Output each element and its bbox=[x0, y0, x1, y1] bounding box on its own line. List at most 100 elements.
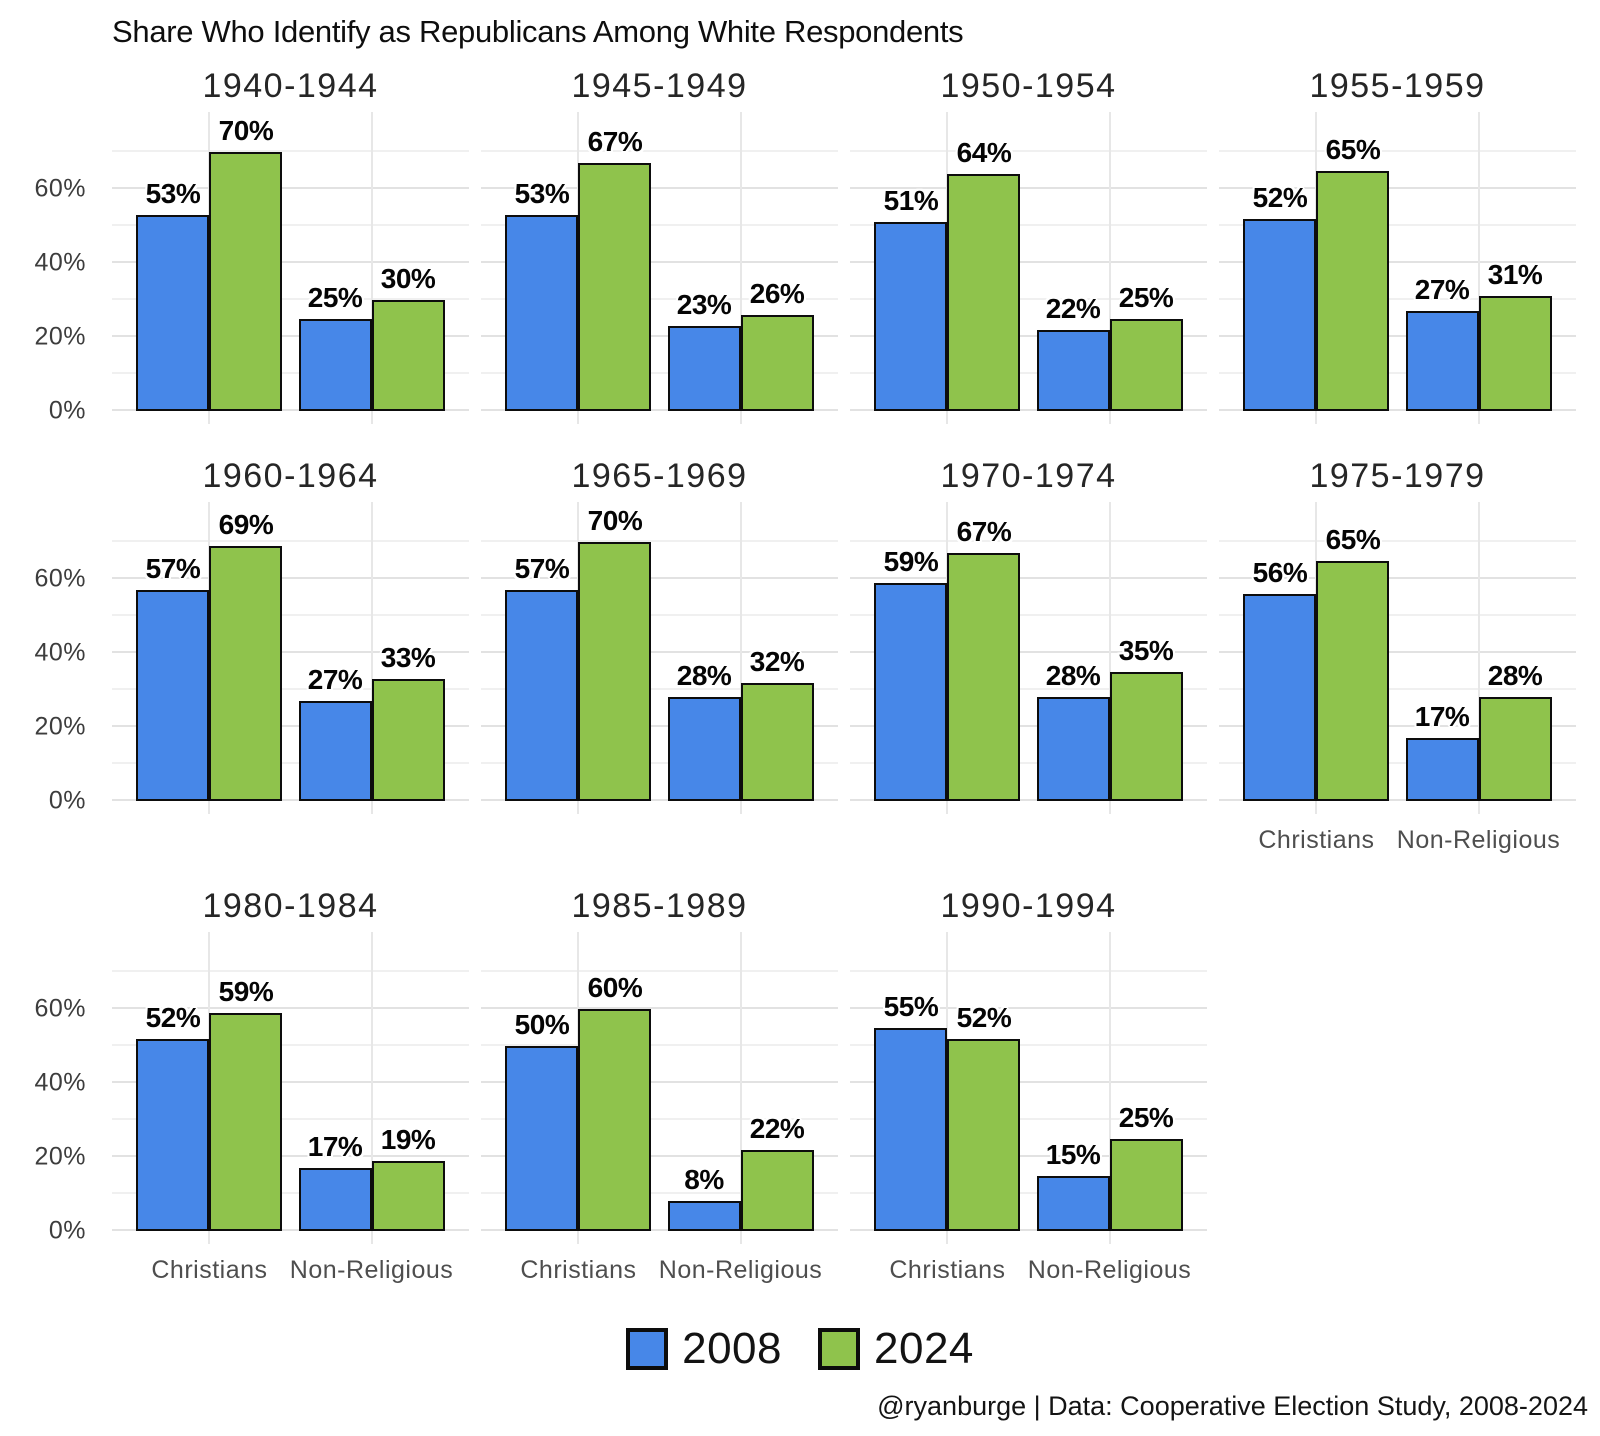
facet-panel: 53% 67% 23% 26% bbox=[481, 112, 838, 424]
bar-non-religious-2024 bbox=[1109, 671, 1183, 801]
gridline-h bbox=[850, 150, 1207, 152]
gridline-h bbox=[850, 1007, 1207, 1009]
bar-christians-2008 bbox=[505, 590, 579, 801]
bar-value-label: 64% bbox=[956, 137, 1012, 169]
bar-value-label: 51% bbox=[883, 185, 939, 217]
bar-non-religious-2024 bbox=[1109, 1138, 1183, 1231]
bar-value-label: 59% bbox=[218, 975, 274, 1007]
gridline-v bbox=[1477, 112, 1480, 424]
bar-value-label: 52% bbox=[145, 1001, 201, 1033]
gridline-h bbox=[850, 651, 1207, 653]
gridline-h bbox=[850, 614, 1207, 616]
gridline-h bbox=[112, 1118, 469, 1120]
bar-value-label: 57% bbox=[145, 553, 201, 585]
facet-panel: 59% 67% 28% 35% bbox=[850, 502, 1207, 814]
gridline-h bbox=[1219, 335, 1576, 337]
gridline-h bbox=[1219, 372, 1576, 374]
bar-non-religious-2024 bbox=[1109, 318, 1183, 411]
facet-panel: 52% 59% 17% 19% bbox=[112, 932, 469, 1244]
gridline-h bbox=[481, 1081, 838, 1083]
gridline-h bbox=[481, 1229, 838, 1231]
y-axis-spacer bbox=[0, 888, 100, 932]
gridline-h bbox=[481, 651, 838, 653]
y-tick-label: 20% bbox=[34, 322, 86, 351]
bar-value-label: 27% bbox=[307, 664, 363, 696]
bar-non-religious-2008 bbox=[1405, 738, 1479, 801]
facet-1980-1984: 1980-1984 52% 59% 17% 19% Christians Non-Relig… bbox=[112, 887, 469, 1284]
gridline-h bbox=[481, 799, 838, 801]
bar-value-label: 28% bbox=[1487, 660, 1543, 692]
bar-value-label: 23% bbox=[676, 288, 732, 320]
y-tick-label: 0% bbox=[48, 786, 86, 815]
x-label-christians: Christians bbox=[151, 1256, 268, 1284]
bar-value-label: 28% bbox=[676, 660, 732, 692]
x-label-christians: Christians bbox=[1258, 826, 1375, 854]
legend-item-2008: 2008 bbox=[626, 1324, 782, 1374]
bar-non-religious-2024 bbox=[371, 678, 445, 801]
legend-swatch-2008 bbox=[626, 1328, 669, 1370]
bar-value-label: 56% bbox=[1252, 556, 1308, 588]
gridline-h bbox=[481, 725, 838, 727]
gridline-h bbox=[1219, 150, 1576, 152]
legend: 2008 2024 bbox=[0, 1324, 1600, 1374]
facet-panel: 51% 64% 22% 25% bbox=[850, 112, 1207, 424]
gridline-h bbox=[481, 540, 838, 542]
facet-1955-1959: 1955-1959 52% 65% 27% 31% bbox=[1219, 67, 1576, 424]
bar-non-religious-2024 bbox=[740, 1149, 814, 1231]
x-axis-labels: Christians Non-Religious bbox=[481, 1244, 838, 1284]
x-label-christians: Christians bbox=[889, 1256, 1006, 1284]
gridline-h bbox=[481, 298, 838, 300]
bar-christians-2008 bbox=[874, 582, 948, 801]
gridline-h bbox=[1219, 799, 1576, 801]
bar-value-label: 53% bbox=[145, 177, 201, 209]
bar-value-label: 53% bbox=[514, 177, 570, 209]
bar-christians-2008 bbox=[136, 590, 210, 801]
facet-1975-1979: 1975-1979 56% 65% 17% 28% Christians Non-Relig… bbox=[1219, 457, 1576, 854]
bar-non-religious-2008 bbox=[1036, 329, 1110, 411]
gridline-h bbox=[850, 762, 1207, 764]
x-label-non-religious: Non-Religious bbox=[289, 1256, 454, 1284]
gridline-h bbox=[1219, 688, 1576, 690]
facet-title: 1950-1954 bbox=[940, 67, 1117, 105]
bar-value-label: 67% bbox=[587, 126, 643, 158]
facet-grid: 0% 20% 40% 60% 1940-1944 53% 70% 25% 30% 1945-194… bbox=[0, 67, 1600, 1284]
facet-panel: 56% 65% 17% 28% bbox=[1219, 502, 1576, 814]
gridline-h bbox=[481, 1155, 838, 1157]
bar-christians-2024 bbox=[578, 542, 652, 801]
facet-1965-1969: 1965-1969 57% 70% 28% 32% bbox=[481, 457, 838, 814]
gridline-h bbox=[850, 409, 1207, 411]
gridline-h bbox=[112, 261, 469, 263]
y-axis: 0% 20% 40% 60% bbox=[0, 932, 100, 1244]
gridline-h bbox=[481, 577, 838, 579]
gridline-h bbox=[850, 1081, 1207, 1083]
bar-non-religious-2024 bbox=[740, 314, 814, 411]
y-tick-label: 60% bbox=[34, 564, 86, 593]
bar-non-religious-2008 bbox=[298, 318, 372, 411]
bar-non-religious-2024 bbox=[740, 682, 814, 801]
bar-value-label: 22% bbox=[749, 1112, 805, 1144]
bar-value-label: 30% bbox=[380, 263, 436, 294]
gridline-h bbox=[112, 335, 469, 337]
gridline-h bbox=[850, 224, 1207, 226]
gridline-h bbox=[850, 688, 1207, 690]
facet-row: 0% 20% 40% 60% 1940-1944 53% 70% 25% 30% 1945-194… bbox=[0, 67, 1600, 424]
y-axis-gutter: 0% 20% 40% 60% bbox=[0, 888, 100, 1244]
bar-value-label: 27% bbox=[1414, 274, 1470, 306]
x-axis-labels: Christians Non-Religious bbox=[850, 1244, 1207, 1284]
gridline-h bbox=[112, 1192, 469, 1194]
facet-1970-1974: 1970-1974 59% 67% 28% 35% bbox=[850, 457, 1207, 814]
bar-value-label: 65% bbox=[1325, 523, 1381, 555]
facet-panel: 50% 60% 8% 22% bbox=[481, 932, 838, 1244]
y-axis: 0% 20% 40% 60% bbox=[0, 502, 100, 814]
gridline-v bbox=[739, 502, 742, 814]
bar-christians-2024 bbox=[209, 1012, 283, 1231]
gridline-v bbox=[370, 932, 373, 1244]
facet-title: 1990-1994 bbox=[940, 887, 1117, 925]
gridline-h bbox=[850, 799, 1207, 801]
y-tick-label: 60% bbox=[34, 174, 86, 203]
gridline-h bbox=[1219, 224, 1576, 226]
bar-non-religious-2008 bbox=[1036, 1175, 1110, 1231]
gridline-h bbox=[1219, 762, 1576, 764]
bar-value-label: 25% bbox=[1118, 1101, 1174, 1133]
gridline-h bbox=[850, 261, 1207, 263]
